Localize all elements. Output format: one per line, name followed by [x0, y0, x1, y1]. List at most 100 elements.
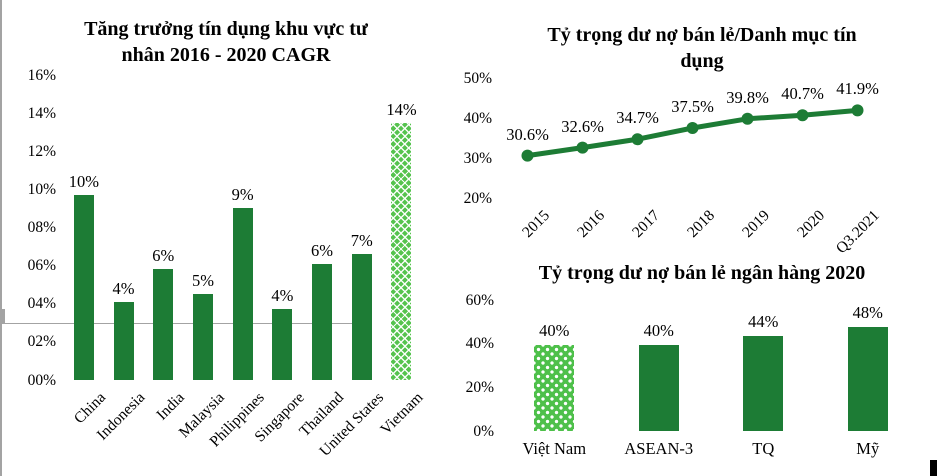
chart2-point-label: 41.9%: [836, 79, 879, 99]
chart1-x-axis-label: India: [153, 389, 189, 424]
bar-indonesia: [113, 301, 134, 380]
bar-united-states: [351, 254, 372, 380]
chart1-y-tick: [0, 321, 5, 323]
chart2-point-label: 40.7%: [781, 84, 824, 104]
chart1-y-tick: [0, 316, 5, 318]
bar-china: [73, 195, 94, 380]
chart1-x-axis: [0, 322, 360, 324]
chart3-y-axis-label: 60%: [465, 291, 494, 309]
chart1-y-axis-label: 10%: [27, 180, 56, 198]
chart1-x-tick: [0, 329, 2, 334]
chart1-y-axis-label: 12%: [27, 142, 56, 160]
chart3-y-axis-label: 20%: [465, 378, 494, 396]
chart2-x-axis-label: 2018: [683, 207, 718, 241]
chart2-x-axis-label: 2019: [738, 207, 773, 241]
bar-tq: [743, 336, 784, 431]
data-point-marker-2020: [796, 109, 809, 122]
chart1-x-tick: [0, 334, 2, 339]
chart1-bar-value-label: 14%: [386, 99, 417, 119]
chart3-x-axis-label: Việt Nam: [522, 439, 587, 458]
chart3-x-axis-label: ASEAN-3: [624, 439, 694, 458]
bar-vietnam: [391, 122, 412, 380]
bar-singapore: [272, 309, 293, 380]
chart2-x-axis-label: Q3.2021: [832, 207, 883, 258]
chart1-y-axis-label: 00%: [27, 371, 56, 389]
chart1-bar-value-label: 9%: [231, 185, 254, 205]
chart1-y-tick: [0, 319, 5, 321]
chart1-x-tick: [0, 324, 2, 329]
chart1-title-line1: Tăng trưởng tín dụng khu vực tư: [84, 18, 368, 40]
chart1-x-tick: [0, 354, 2, 359]
chart2-point-label: 34.7%: [616, 108, 659, 128]
chart1-x-tick: [0, 369, 2, 374]
chart3-bar-value-label: 44%: [748, 312, 779, 332]
chart2-x-axis-label: 2015: [518, 207, 553, 241]
chart3-bar-value-label: 40%: [539, 320, 570, 340]
chart1-y-tick: [0, 309, 5, 311]
chart1-bar-value-label: 5%: [191, 271, 214, 291]
chart1-y-axis-label: 02%: [27, 333, 56, 351]
chart1-x-tick: [0, 359, 2, 364]
bar-malaysia: [192, 294, 213, 380]
chart1-y-axis-label: 06%: [27, 257, 56, 275]
chart1-bar-value-label: 4%: [112, 278, 135, 298]
chart1-x-tick: [0, 339, 2, 344]
chart1-bar-value-label: 6%: [152, 246, 175, 266]
chart2-x-axis-label: 2017: [628, 207, 663, 241]
chart3-title-line1: Tỷ trọng dư nợ bán lẻ ngân hàng 2020: [538, 262, 866, 284]
chart2-line-series: [521, 104, 864, 162]
chart1-y-tick: [0, 313, 5, 315]
data-point-marker-2016: [576, 141, 589, 154]
chart3-y-axis-label: 0%: [473, 422, 494, 440]
data-point-marker-Q3.2021: [851, 104, 864, 117]
chart2-title: Tỷ trọng dư nợ bán lẻ/Danh mục tín dụng: [482, 22, 922, 74]
data-point-marker-2017: [631, 133, 644, 146]
bar-philippines: [232, 208, 253, 380]
chart2-point-label: 37.5%: [671, 97, 714, 116]
chart1-y-axis-label: 14%: [27, 104, 56, 122]
chart1-x-tick: [0, 349, 2, 354]
bar-asean-3: [638, 344, 679, 431]
data-point-marker-2019: [741, 112, 754, 125]
chart1-bar-value-label: 7%: [350, 231, 373, 251]
chart1-x-axis-label: Vietnam: [377, 389, 427, 439]
chart1-y-axis-label: 08%: [27, 219, 56, 236]
data-point-marker-2015: [521, 149, 534, 162]
chart3-title: Tỷ trọng dư nợ bán lẻ ngân hàng 2020: [482, 260, 922, 286]
chart3-x-axis-label: Mỹ: [856, 439, 880, 458]
chart3-x-axis-label: TQ: [752, 439, 775, 458]
chart2-y-axis-label: 20%: [463, 189, 492, 207]
chart1-x-tick: [0, 364, 2, 369]
chart1-title: Tăng trưởng tín dụng khu vực tư nhân 201…: [0, 16, 452, 68]
chart1-y-tick: [0, 318, 5, 320]
chart2-y-axis-label: 30%: [463, 149, 492, 167]
bar-thailand: [312, 263, 333, 380]
chart2-point-label: 32.6%: [561, 116, 604, 136]
chart1-y-tick: [0, 310, 5, 312]
chart3-bar-value-label: 48%: [852, 303, 883, 323]
chart1-y-axis: [0, 0, 2, 309]
chart2-x-axis-label: 2016: [573, 207, 608, 241]
chart1-bar-value-label: 4%: [271, 286, 294, 306]
text-cursor-mark: [930, 460, 937, 476]
chart2-y-axis-label: 40%: [463, 109, 492, 127]
chart1-title-line2: nhân 2016 - 2020 CAGR: [121, 44, 331, 66]
chart1-x-tick: [0, 344, 2, 349]
bar-việt-nam: [534, 344, 575, 431]
chart1-bar-value-label: 6%: [311, 240, 334, 260]
chart2-title-line1: Tỷ trọng dư nợ bán lẻ/Danh mục tín: [547, 24, 857, 46]
bar-india: [153, 269, 174, 380]
chart2-x-axis-label: 2020: [793, 207, 828, 241]
chart1-y-tick: [0, 315, 5, 317]
chart2-title-line2: dụng: [680, 50, 724, 72]
chart2-point-label: 39.8%: [726, 87, 769, 107]
chart3-bar-value-label: 40%: [643, 320, 674, 340]
bar-mỹ: [847, 327, 888, 431]
chart2-y-axis-label: 50%: [463, 69, 492, 87]
chart1-y-axis-label: 16%: [27, 66, 56, 84]
chart2-y-axis: [0, 374, 2, 476]
chart1-bar-value-label: 10%: [68, 172, 99, 192]
data-point-marker-2018: [686, 122, 699, 134]
chart3-y-axis-label: 40%: [465, 335, 494, 353]
